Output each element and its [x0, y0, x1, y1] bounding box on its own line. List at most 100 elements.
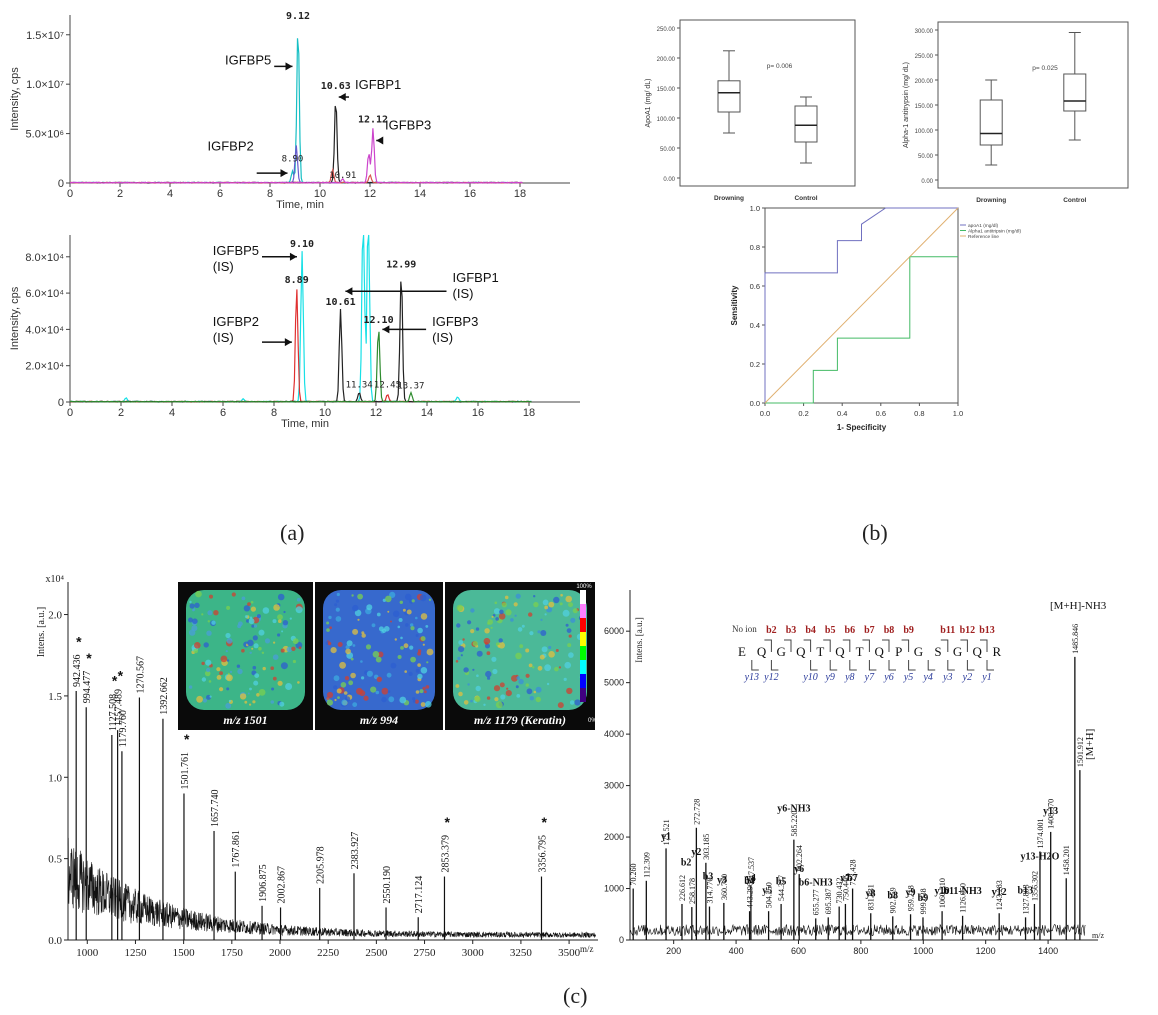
ion-label: y3: [717, 875, 727, 886]
inset-pixel: [417, 673, 423, 680]
annotation-arrowhead: [338, 93, 346, 102]
inset-pixel: [555, 649, 559, 652]
inset-pixel: [456, 623, 461, 628]
sequence-b-ion: b11: [940, 625, 955, 636]
x-tick-label: 10: [319, 407, 331, 419]
inset-pixel: [514, 614, 517, 617]
sequence-b-ion: b6: [845, 625, 856, 636]
inset-pixel: [201, 661, 205, 666]
colorbar-segment: [580, 660, 586, 674]
sequence-b-bracket: [960, 639, 968, 652]
inset-pixel: [326, 691, 334, 699]
inset-pixel: [213, 610, 219, 616]
colorbar-segment: [580, 674, 586, 688]
sequence-y-ion: y12: [763, 672, 778, 683]
inset-pixel: [249, 703, 252, 706]
inset-pixel: [501, 602, 507, 608]
inset-pixel: [420, 636, 426, 642]
x-tick-label: 1000: [76, 947, 99, 959]
x-tick-label: 8: [267, 188, 273, 200]
peak-star: *: [112, 672, 118, 688]
inset-pixel: [277, 614, 283, 620]
sequence-y-bracket: [751, 660, 759, 671]
x-tick-label: 2: [117, 188, 123, 200]
inset-pixel: [283, 610, 286, 614]
inset-pixel: [356, 687, 363, 695]
inset-pixel: [540, 630, 547, 636]
inset-pixel: [572, 608, 578, 614]
inset-pixel: [249, 687, 252, 691]
y-tick-label: 6.0×10⁴: [25, 288, 64, 300]
ion-label: y10: [935, 886, 950, 897]
peak-label: 1458.201: [1062, 845, 1071, 875]
sequence-b-bracket: [842, 639, 851, 652]
inset-pixel: [201, 613, 204, 616]
inset-pixel: [494, 697, 499, 702]
inset-pixel: [220, 655, 228, 663]
inset-pixel: [343, 691, 348, 695]
inset-pixel: [476, 674, 479, 677]
inset-pixel: [457, 656, 461, 661]
inset-pixel: [475, 685, 481, 692]
inset-pixel: [348, 680, 354, 686]
peak-label: 994.477: [82, 671, 93, 704]
y-tick-label: 0.4: [750, 321, 760, 330]
inset-pixel: [189, 603, 195, 609]
sequence-residue: R: [992, 644, 1001, 659]
inset-pixel: [500, 694, 506, 700]
inset-pixel: [417, 651, 421, 656]
inset-pixel: [236, 664, 241, 668]
peak-label: 1501.912: [1076, 737, 1085, 767]
inset-pixel: [487, 622, 490, 625]
inset-pixel: [414, 699, 419, 704]
inset-pixel: [225, 650, 228, 653]
inset-pixel: [490, 626, 493, 629]
inset-pixel: [417, 627, 423, 634]
legend-label: apoA1 (mg/dl): [968, 223, 999, 229]
peak-label: 1157.489: [114, 689, 125, 726]
peak-label: 2205.978: [316, 846, 327, 884]
peak-label: 8.90: [282, 154, 304, 164]
x-tick-label: 400: [729, 946, 744, 956]
inset-pixel: [381, 687, 389, 695]
inset-label: m/z 1179 (Keratin): [474, 713, 566, 727]
inset-pixel: [404, 593, 412, 601]
inset-pixel: [328, 615, 332, 620]
inset-pixel: [270, 700, 275, 704]
x-tick-label: 2250: [317, 947, 340, 959]
inset-pixel: [350, 672, 356, 679]
inset-pixel: [336, 688, 342, 694]
inset-pixel: [352, 628, 359, 635]
inset-pixel: [392, 610, 400, 618]
inset-pixel: [529, 631, 534, 636]
inset-pixel: [375, 690, 380, 695]
ion-label: b2: [681, 857, 692, 868]
sequence-b-bracket: [862, 639, 870, 652]
inset-pixel: [463, 700, 469, 705]
colorbar-segment: [580, 632, 586, 646]
sequence-y-ion: y10: [802, 672, 817, 683]
peak-label: 1327.803: [1022, 884, 1031, 914]
inset-pixel: [219, 687, 224, 692]
inset-pixel: [422, 643, 425, 646]
peak-label: 655.277: [812, 889, 821, 915]
inset-pixel: [326, 628, 330, 632]
inset-pixel: [475, 627, 480, 631]
y-tick-label: 0.2: [750, 360, 760, 369]
inset-pixel: [226, 605, 231, 610]
ion-label: b7: [847, 873, 858, 884]
inset-pixel: [365, 644, 372, 650]
x-tick-label: 200: [666, 946, 681, 956]
inset-pixel: [472, 668, 475, 671]
peak-label: 585.220: [790, 811, 799, 837]
inset-pixel: [515, 685, 519, 689]
sequence-residue: Q: [875, 644, 885, 659]
inset-pixel: [244, 615, 248, 619]
inset-pixel: [252, 635, 258, 641]
inset-pixel: [357, 593, 363, 600]
inset-pixel: [349, 692, 352, 695]
y-tick-label: 5.0×10⁶: [26, 129, 64, 141]
inset-pixel: [258, 629, 265, 636]
inset-pixel: [334, 698, 337, 702]
inset-pixel: [425, 685, 430, 689]
